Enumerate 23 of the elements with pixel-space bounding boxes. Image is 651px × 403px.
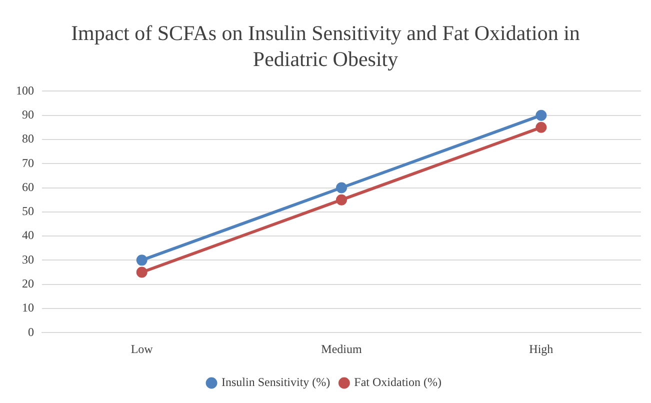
- y-tick-label: 70: [22, 156, 34, 170]
- y-tick-label: 100: [16, 83, 34, 98]
- y-tick-label: 10: [22, 300, 34, 315]
- point: [336, 194, 347, 206]
- point: [136, 266, 148, 278]
- x-tick-label: High: [529, 342, 554, 356]
- point: [536, 110, 547, 121]
- x-tick-label: Low: [130, 342, 154, 356]
- y-tick-label: 20: [22, 276, 34, 290]
- y-tick-label: 0: [28, 324, 34, 339]
- point: [136, 254, 148, 266]
- y-tick-label: 90: [22, 107, 34, 122]
- point: [336, 182, 347, 194]
- y-tick-label: 30: [22, 252, 34, 266]
- y-tick-label: 80: [22, 132, 34, 146]
- legend-label: Insulin Sensitivity (%): [222, 375, 330, 390]
- chart-title: Impact of SCFAs on Insulin Sensitivity and Fat Oxidation in Pediatric Obesity: [70, 20, 581, 73]
- point: [536, 122, 547, 133]
- y-tick-label: 40: [22, 228, 34, 242]
- legend-label: Fat Oxidation (%): [354, 375, 442, 390]
- y-tick-label: 50: [22, 204, 34, 218]
- x-tick-label: Medium: [321, 342, 362, 356]
- y-tick-label: 60: [22, 180, 34, 194]
